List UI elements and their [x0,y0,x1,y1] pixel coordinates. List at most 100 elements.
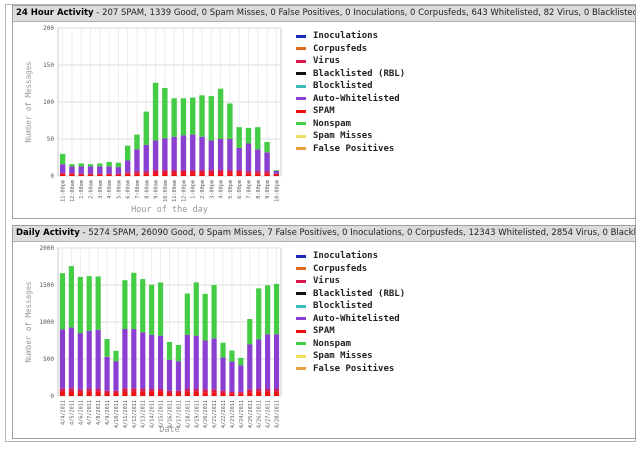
legend-label: Blacklisted (RBL) [313,288,406,299]
legend-swatch [296,254,306,258]
x-tick-label: 9:00pm [265,180,271,199]
x-tick-label: 4/28/2011 [275,400,281,428]
bar-segment [69,173,75,176]
x-tick-label: 8:00am [144,180,150,199]
bar-segment [78,163,84,167]
bar-segment [152,173,159,176]
bar-segment [238,393,244,396]
bar-segment [180,98,187,136]
bar-segment [265,285,271,335]
bar-segment [69,166,75,174]
y-tick-label: 2000 [40,245,55,252]
bar-segment [175,361,182,391]
bar-segment [202,389,208,393]
x-tick-label: 4/27/2011 [266,400,272,428]
x-tick-label: 4/10/2011 [114,400,120,428]
bar-segment [273,388,280,392]
bar-segment [245,127,252,144]
bar-segment [273,391,280,396]
legend-swatch [296,267,306,271]
x-tick-label: 4/25/2011 [248,400,254,428]
bar-segment [166,359,173,391]
bar-segment [122,391,128,396]
bar-segment [140,391,146,396]
bar-segment [78,174,84,176]
bar-segment [264,173,270,176]
bar-segment [227,103,233,139]
bar-segment [256,391,262,396]
daily-activity-panel: Daily Activity - 5274 SPAM, 26090 Good, … [12,225,636,439]
bar-segment [273,174,280,176]
bar-segment [95,391,101,396]
legend-item: Corpusfeds [296,43,405,56]
bar-segment [122,280,128,330]
bar-segment [236,170,242,174]
legend-label: Inoculations [313,251,379,262]
bar-segment [149,334,155,389]
bar-segment [152,82,159,141]
x-tick-label: 4/15/2011 [159,400,165,428]
y-tick-label: 200 [43,25,54,32]
bar-segment [227,173,233,176]
bar-segment [59,173,66,174]
bar-segment [190,134,196,171]
bar-segment [236,173,242,176]
bar-segment [190,170,196,174]
bar-segment [236,147,242,171]
bar-segment [131,329,137,389]
bar-segment [255,173,261,176]
legend-label: Virus [313,276,341,287]
panel-title: Daily Activity [16,228,80,238]
bar-segment [115,173,122,175]
y-tick-label: 0 [50,393,54,400]
bar-segment [95,388,101,392]
bar-segment [175,390,182,394]
x-tick-label: 2:00am [89,180,95,199]
legend-swatch [296,292,306,296]
bar-segment [273,170,280,171]
legend-label: Auto-Whitelisted [313,313,400,324]
bar-segment [87,173,94,175]
bar-segment [59,153,66,165]
y-axis-title: Number of Messages [24,61,33,142]
bar-segment [202,340,208,390]
bar-segment [184,293,190,335]
legend-label: Corpusfeds [313,43,368,54]
bar-segment [134,149,140,172]
daily-activity-header: Daily Activity - 5274 SPAM, 26090 Good, … [13,226,635,242]
legend-swatch [296,122,306,126]
legend-label: False Positives [313,143,395,154]
bar-segment [149,284,155,335]
bar-segment [211,285,217,339]
bar-segment [104,356,110,391]
bar-segment [193,282,199,336]
bar-segment [171,136,177,171]
x-tick-label: 11:00pm [61,180,67,202]
bar-segment [124,160,131,173]
bar-segment [143,173,149,176]
x-tick-label: 4/13/2011 [141,400,147,428]
bar-segment [245,173,252,176]
bar-segment [104,390,110,394]
bar-segment [157,388,164,392]
bar-segment [69,164,75,167]
bar-segment [247,344,253,390]
bar-segment [229,350,235,362]
bar-segment [68,327,74,389]
bar-segment [157,335,164,389]
bar-segment [166,341,173,360]
bar-segment [149,388,155,392]
bar-segment [59,391,66,396]
bar-segment [193,391,199,396]
legend-label: SPAM [313,326,335,337]
y-tick-label: 100 [43,99,54,106]
daily-activity-legend: Inoculations Corpusfeds Virus Blacklisted (… [296,250,405,375]
x-tick-label: 1:00pm [191,180,197,199]
bar-segment [199,136,205,171]
legend-item: SPAM [296,325,405,338]
bar-segment [69,173,75,174]
bar-segment [87,174,94,176]
legend-swatch [296,279,306,283]
y-tick-label: 500 [43,356,54,363]
